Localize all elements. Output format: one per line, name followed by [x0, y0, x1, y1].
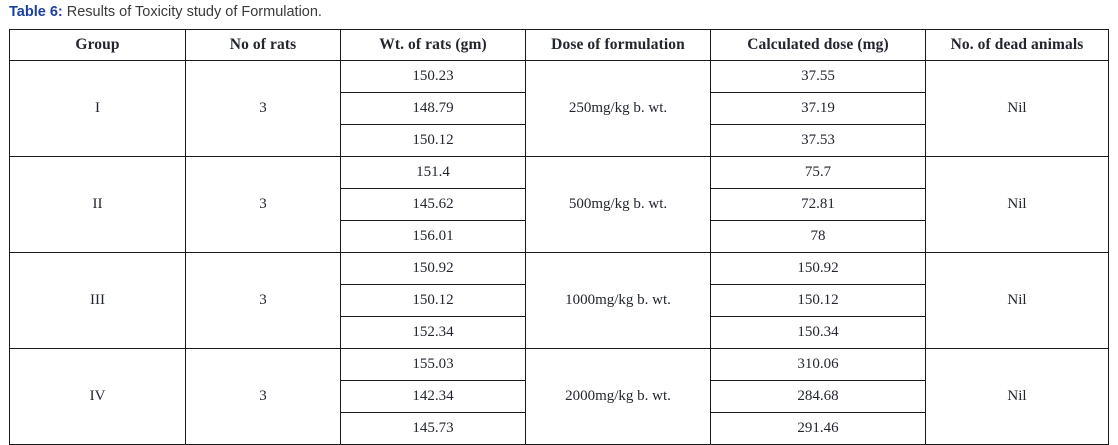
cell-calculated-dose: 150.12 — [710, 284, 926, 317]
table-row: 152.34 150.34 — [10, 316, 1109, 349]
cell-calculated-dose: 150.34 — [710, 316, 926, 349]
table-row: 150.12 150.12 — [10, 284, 1109, 317]
cell-calculated-dose: 37.53 — [710, 124, 926, 157]
table-header-row: Group No of rats Wt. of rats (gm) Dose o… — [9, 29, 1109, 61]
table-caption-separator: : — [57, 4, 63, 20]
cell-weight: 150.23 — [340, 60, 526, 93]
table-row: IV 3 155.03 2000mg/kg b. wt. 310.06 Nil — [9, 348, 1109, 445]
column-header-dose-of-formulation: Dose of formulation — [525, 29, 711, 61]
table-caption-text: Results of Toxicity study of Formulation… — [62, 4, 322, 20]
table-row: I 3 150.23 250mg/kg b. wt. 37.55 Nil — [9, 60, 1109, 157]
cell-calculated-dose: 78 — [710, 220, 926, 253]
table-row: II 3 151.4 500mg/kg b. wt. 75.7 Nil — [9, 156, 1109, 253]
table-row: 142.34 284.68 — [10, 380, 1109, 413]
table-caption-label: Table 6 — [9, 4, 58, 20]
cell-dead-animals: Nil — [925, 348, 1109, 445]
column-header-no-of-rats: No of rats — [185, 29, 341, 61]
cell-calculated-dose: 75.7 — [710, 156, 926, 189]
cell-no-of-rats: 3 — [185, 60, 341, 157]
cell-calculated-dose: 37.19 — [710, 92, 926, 125]
cell-group: I — [9, 60, 186, 157]
column-header-group: Group — [9, 29, 186, 61]
cell-weight: 148.79 — [340, 92, 526, 125]
cell-dead-animals: Nil — [925, 156, 1109, 253]
cell-no-of-rats: 3 — [185, 348, 341, 445]
cell-dose-of-formulation: 250mg/kg b. wt. — [525, 60, 711, 157]
cell-weight: 152.34 — [340, 316, 526, 349]
table-row: III 3 150.92 1000mg/kg b. wt. 150.92 Nil — [9, 252, 1109, 349]
cell-calculated-dose: 291.46 — [710, 412, 926, 445]
cell-group: IV — [9, 348, 186, 445]
table-row: 145.62 72.81 — [10, 188, 1109, 221]
document-page: Table 6: Results of Toxicity study of Fo… — [9, 2, 1109, 445]
column-header-dead-animals: No. of dead animals — [925, 29, 1109, 61]
cell-group: III — [9, 252, 186, 349]
cell-weight: 156.01 — [340, 220, 526, 253]
cell-weight: 145.62 — [340, 188, 526, 221]
cell-no-of-rats: 3 — [185, 252, 341, 349]
cell-dead-animals: Nil — [925, 60, 1109, 157]
cell-calculated-dose: 284.68 — [710, 380, 926, 413]
cell-dose-of-formulation: 2000mg/kg b. wt. — [525, 348, 711, 445]
cell-no-of-rats: 3 — [185, 156, 341, 253]
cell-calculated-dose: 37.55 — [710, 60, 926, 93]
toxicity-results-table: Group No of rats Wt. of rats (gm) Dose o… — [9, 29, 1109, 445]
cell-weight: 150.12 — [340, 124, 526, 157]
cell-weight: 155.03 — [340, 348, 526, 381]
cell-calculated-dose: 150.92 — [710, 252, 926, 285]
cell-weight: 145.73 — [340, 412, 526, 445]
cell-calculated-dose: 72.81 — [710, 188, 926, 221]
cell-weight: 150.12 — [340, 284, 526, 317]
cell-dead-animals: Nil — [925, 252, 1109, 349]
cell-dose-of-formulation: 500mg/kg b. wt. — [525, 156, 711, 253]
table-row: 156.01 78 — [10, 220, 1109, 253]
table-caption: Table 6: Results of Toxicity study of Fo… — [9, 2, 322, 22]
cell-group: II — [9, 156, 186, 253]
column-header-weight-of-rats: Wt. of rats (gm) — [340, 29, 526, 61]
cell-calculated-dose: 310.06 — [710, 348, 926, 381]
cell-weight: 142.34 — [340, 380, 526, 413]
table-row: 150.12 37.53 — [10, 124, 1109, 157]
column-header-calculated-dose: Calculated dose (mg) — [710, 29, 926, 61]
cell-weight: 151.4 — [340, 156, 526, 189]
cell-dose-of-formulation: 1000mg/kg b. wt. — [525, 252, 711, 349]
table-row: 148.79 37.19 — [10, 92, 1109, 125]
cell-weight: 150.92 — [340, 252, 526, 285]
